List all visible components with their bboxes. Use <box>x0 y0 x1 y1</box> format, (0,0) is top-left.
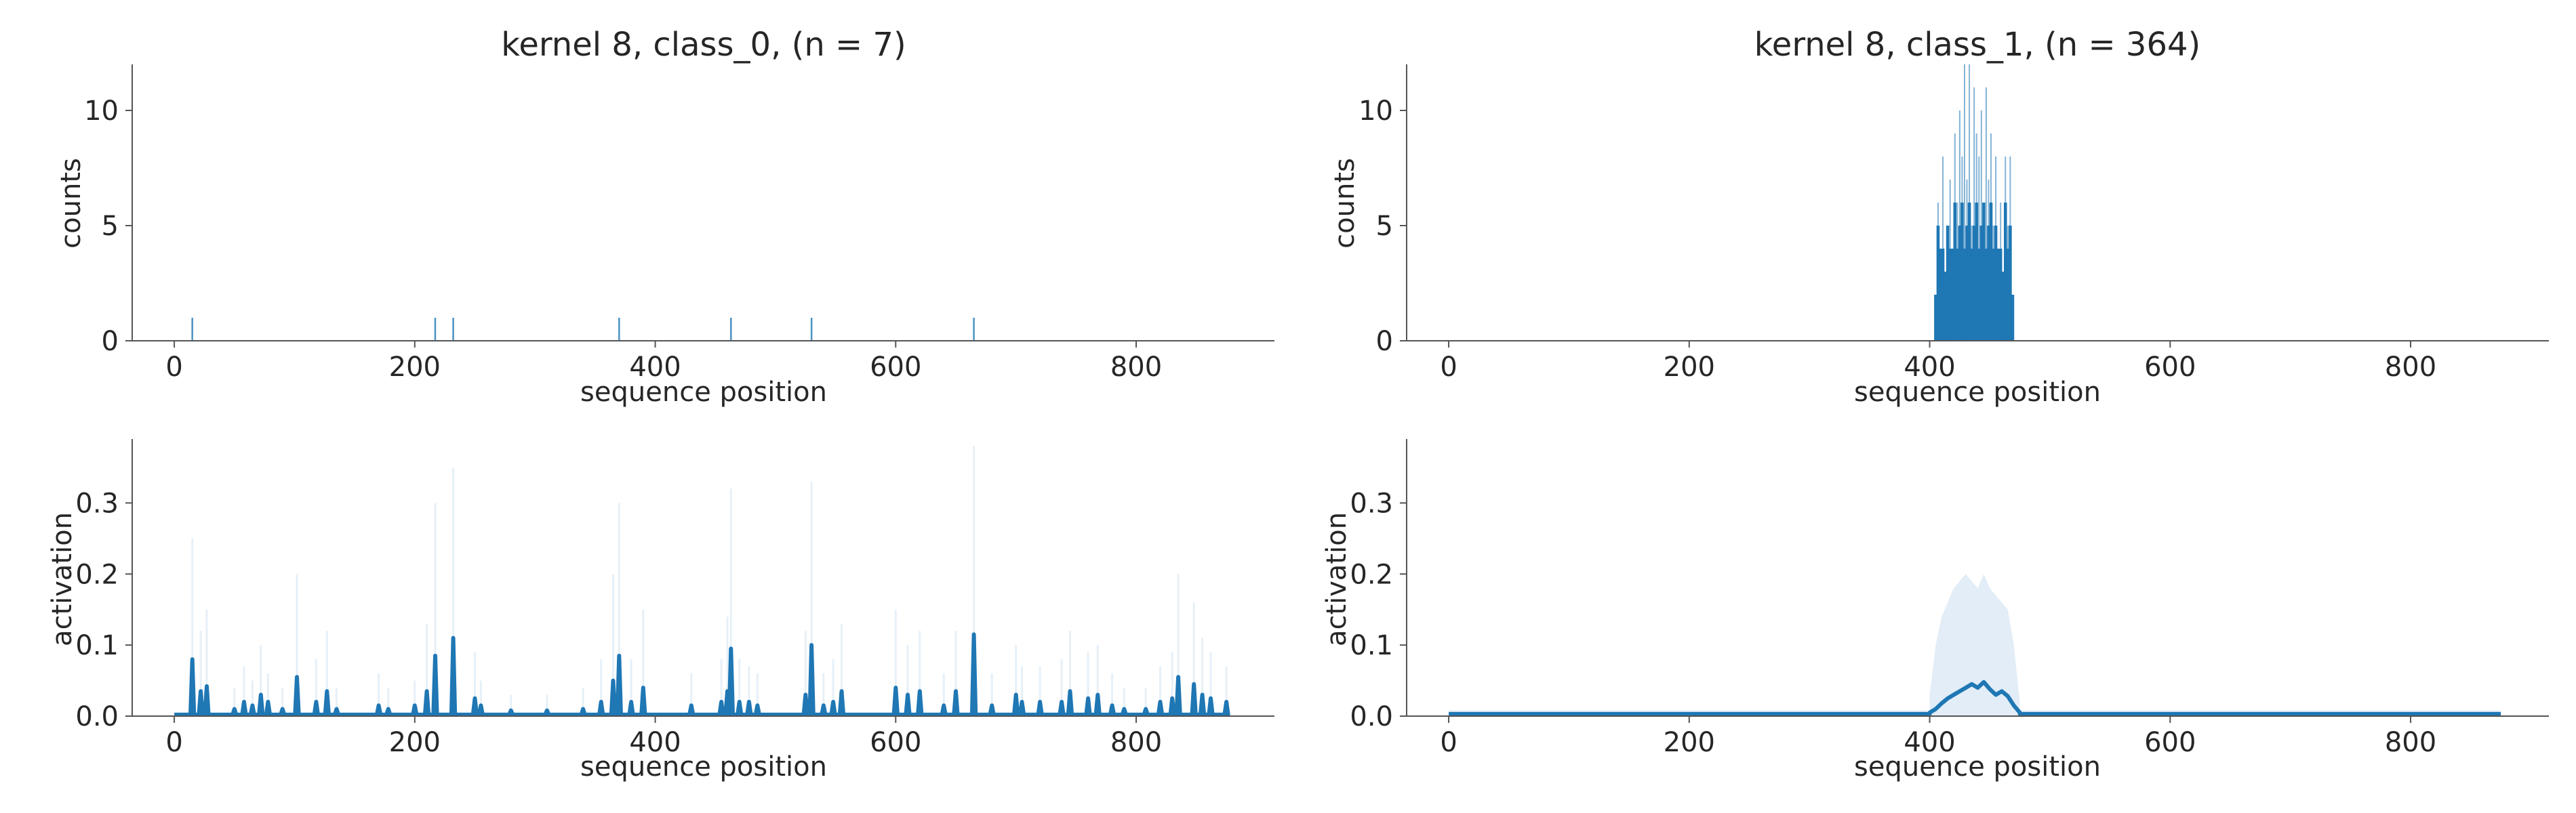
bar <box>973 318 975 341</box>
y-axis-label: activation <box>1321 512 1352 646</box>
bar <box>1998 249 2003 341</box>
x-tick-label: 200 <box>1664 727 1715 758</box>
x-tick-label: 0 <box>165 352 182 383</box>
bar <box>1975 203 1979 341</box>
x-tick-label: 800 <box>2385 727 2436 758</box>
bar <box>1989 203 1993 341</box>
bar-outline <box>1973 87 1975 341</box>
bar <box>1950 249 1954 341</box>
bar <box>1967 203 1971 341</box>
x-tick-label: 400 <box>1904 727 1955 758</box>
bar <box>618 318 620 341</box>
bar <box>1956 249 1959 341</box>
bar <box>1941 249 1945 341</box>
bar <box>1963 249 1967 341</box>
bar <box>2003 203 2007 341</box>
bar <box>2001 272 2005 341</box>
bar <box>1970 249 1973 341</box>
bar <box>1953 203 1957 341</box>
bar <box>1996 249 2000 341</box>
activation-band <box>1449 574 2501 716</box>
y-axis-label: counts <box>56 158 87 249</box>
y-tick-label: 0.1 <box>75 630 119 661</box>
bar <box>191 318 193 341</box>
bar <box>1965 226 1969 341</box>
bar <box>1946 226 1950 341</box>
x-tick-label: 0 <box>165 727 182 758</box>
bar <box>810 318 813 341</box>
y-tick-label: 10 <box>1359 96 1393 127</box>
plot-area: 0 200 400 600 800 0.0 0.1 0.2 0.3 <box>1350 439 2549 758</box>
y-tick-label: 0.3 <box>75 488 119 519</box>
bar <box>2011 295 2015 341</box>
activation-class-1-panel: 0 200 400 600 800 0.0 0.1 0.2 0.3 sequence posit… <box>1321 439 2549 783</box>
x-tick-label: 600 <box>2144 352 2196 383</box>
bar <box>1992 249 1995 341</box>
plot-area: 0 200 400 600 800 0 5 10 <box>1359 64 2549 383</box>
counts-class-1-panel: kernel 8, class_1, (n = 364) 0 200 400 600 8… <box>1329 26 2549 408</box>
y-tick-label: 5 <box>102 211 119 242</box>
activation-line <box>1449 680 2501 716</box>
bar-outline <box>1963 64 1965 341</box>
x-tick-label: 800 <box>2385 352 2436 383</box>
bar <box>434 318 437 341</box>
y-tick-label: 0.0 <box>75 701 119 732</box>
bar <box>1944 272 1947 341</box>
bar <box>1934 295 1937 341</box>
bar <box>1994 226 1998 341</box>
bar-outline <box>1985 87 1987 341</box>
bar <box>1948 249 1952 341</box>
x-axis-label: sequence position <box>580 751 827 783</box>
bar <box>1972 226 1976 341</box>
x-tick-label: 600 <box>2144 727 2196 758</box>
x-tick-label: 200 <box>389 352 441 383</box>
bar <box>1939 249 1942 341</box>
bar <box>1984 249 1988 341</box>
x-tick-label: 600 <box>870 352 921 383</box>
x-axis-label: sequence position <box>580 377 827 408</box>
x-axis-label: sequence position <box>1854 751 2101 783</box>
y-tick-label: 0 <box>102 326 119 357</box>
y-axis-label: counts <box>1329 158 1361 249</box>
y-tick-label: 0 <box>1376 326 1393 357</box>
x-tick-label: 800 <box>1110 352 1162 383</box>
x-tick-label: 0 <box>1440 352 1457 383</box>
bar <box>1936 226 1940 341</box>
x-tick-label: 400 <box>629 352 681 383</box>
bar <box>1960 203 1964 341</box>
x-tick-label: 600 <box>870 727 921 758</box>
bar <box>1958 226 1962 341</box>
x-tick-label: 800 <box>1110 727 1162 758</box>
bar <box>1979 226 1984 341</box>
plot-area: 0 200 400 600 800 0.0 0.1 0.2 0.3 <box>75 439 1274 758</box>
bar <box>2006 249 2010 341</box>
y-tick-label: 0.2 <box>75 559 119 590</box>
x-tick-label: 0 <box>1440 727 1457 758</box>
activation-class-0-panel: 0 200 400 600 800 0.0 0.1 0.2 0.3 sequence posit… <box>47 439 1274 783</box>
y-tick-label: 5 <box>1376 211 1393 242</box>
y-tick-label: 0.1 <box>1350 630 1393 661</box>
x-tick-label: 400 <box>1904 352 1955 383</box>
x-tick-label: 400 <box>629 727 681 758</box>
counts-class-0-panel: kernel 8, class_0, (n = 7) 0 200 400 600 800… <box>56 26 1274 408</box>
y-tick-label: 10 <box>84 96 119 127</box>
bar <box>2009 226 2012 341</box>
plot-area: 0 200 400 600 800 0 5 10 <box>84 64 1274 383</box>
y-axis-label: activation <box>47 512 78 646</box>
y-tick-label: 0.2 <box>1350 559 1393 590</box>
bar <box>452 318 454 341</box>
x-tick-label: 200 <box>1664 352 1715 383</box>
bar <box>730 318 732 341</box>
x-tick-label: 200 <box>389 727 441 758</box>
bar <box>1977 249 1981 341</box>
y-tick-label: 0.3 <box>1350 488 1393 519</box>
chart-title: kernel 8, class_1, (n = 364) <box>1754 26 2201 64</box>
y-tick-label: 0.0 <box>1350 701 1393 732</box>
bar <box>1987 226 1990 341</box>
bar <box>1982 203 1986 341</box>
x-axis-label: sequence position <box>1854 377 2101 408</box>
activation-line <box>174 632 1230 717</box>
chart-title: kernel 8, class_0, (n = 7) <box>501 26 906 64</box>
